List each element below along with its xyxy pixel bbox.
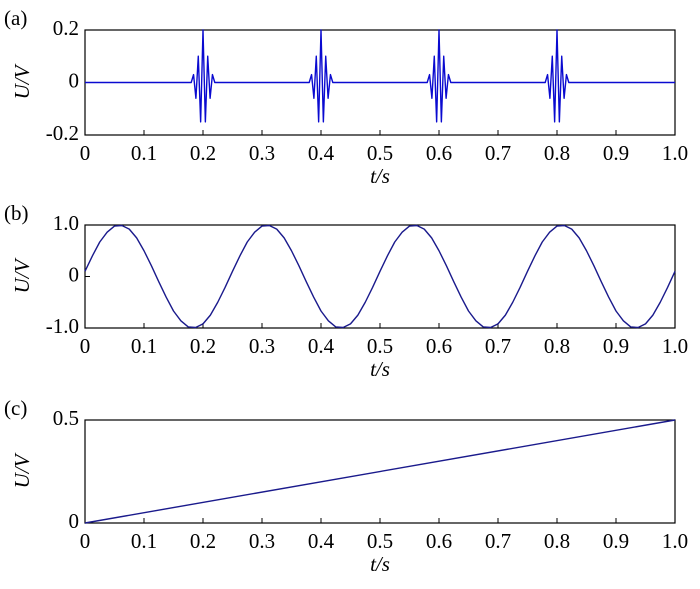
x-tick-label: 0.5	[367, 141, 393, 165]
x-axis-label: t/s	[370, 164, 390, 188]
x-tick-label: 0.9	[603, 141, 629, 165]
x-tick-label: 0.3	[249, 529, 275, 553]
x-tick-label: 0.6	[426, 334, 452, 358]
x-tick-label: 0.3	[249, 334, 275, 358]
y-tick-label: 0	[69, 262, 80, 286]
y-tick-label: 0.2	[53, 16, 79, 40]
x-tick-label: 0.2	[190, 334, 216, 358]
x-tick-label: 0	[80, 334, 91, 358]
x-axis-label: t/s	[370, 357, 390, 381]
x-tick-label: 0.8	[544, 529, 570, 553]
x-tick-label: 0.1	[131, 529, 157, 553]
x-tick-label: 0.9	[603, 529, 629, 553]
x-tick-label: 1.0	[662, 141, 688, 165]
x-tick-label: 0.7	[485, 529, 511, 553]
y-tick-label: 0	[69, 509, 80, 533]
x-tick-label: 0.4	[308, 334, 335, 358]
x-tick-label: 0.3	[249, 141, 275, 165]
x-axis-label: t/s	[370, 552, 390, 576]
x-tick-label: 0.4	[308, 529, 335, 553]
data-line	[84, 419, 676, 524]
x-tick-label: 0.7	[485, 141, 511, 165]
x-tick-label: 0.8	[544, 141, 570, 165]
x-tick-label: 0.9	[603, 334, 629, 358]
panel-label: (a)	[4, 6, 27, 30]
x-tick-label: 0.2	[190, 529, 216, 553]
panel: -1.001.00 0.1 0.2 0.3 0.4 0.5 0.6 0.7 0.8 0.9 1.0(…	[4, 201, 688, 381]
x-tick-label: 0	[80, 141, 91, 165]
y-axis-label: U/V	[10, 63, 34, 99]
y-tick-label: 0.5	[53, 406, 79, 430]
y-tick-label: 0	[69, 68, 80, 92]
y-axis-label: U/V	[10, 452, 34, 488]
y-tick-label: 1.0	[53, 211, 79, 235]
panel-label: (c)	[4, 396, 27, 420]
y-tick-label: -1.0	[46, 314, 79, 338]
x-tick-label: 1.0	[662, 334, 688, 358]
x-tick-label: 0.5	[367, 334, 393, 358]
panel: -0.200.20 0.1 0.2 0.3 0.4 0.5 0.6 0.7 0.8 0.9 1.0(…	[4, 6, 688, 188]
x-tick-label: 0.5	[367, 529, 393, 553]
x-tick-label: 0.2	[190, 141, 216, 165]
y-tick-label: -0.2	[46, 121, 79, 145]
data-line	[84, 224, 676, 329]
x-tick-label: 0.7	[485, 334, 511, 358]
x-tick-label: 0.8	[544, 334, 570, 358]
panel: 0 0.5 0 0.1 0.2 0.3 0.4 0.5 0.6 0.7 0.8 0.9 1.0 (c) U/…	[4, 396, 688, 576]
x-tick-label: 0	[80, 529, 91, 553]
plot-frame	[84, 224, 676, 329]
x-tick-label: 0.1	[131, 334, 157, 358]
x-tick-label: 0.1	[131, 141, 157, 165]
panel-label: (b)	[4, 201, 29, 225]
x-tick-label: 0.6	[426, 141, 452, 165]
x-tick-label: 0.4	[308, 141, 335, 165]
data-line	[85, 29, 675, 123]
y-axis-label: U/V	[10, 257, 34, 293]
x-tick-label: 0.6	[426, 529, 452, 553]
x-tick-label: 1.0	[662, 529, 688, 553]
